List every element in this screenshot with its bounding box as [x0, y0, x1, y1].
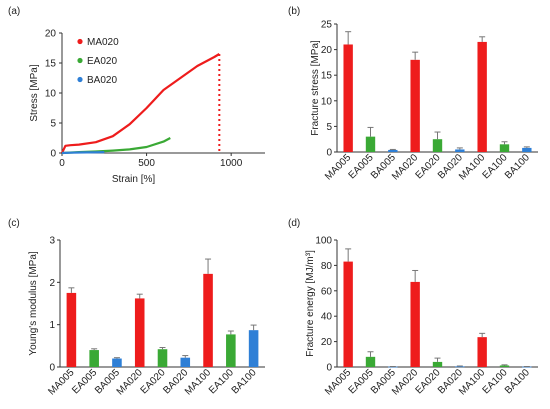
y-axis-label: Fracture energy [MJ/m³]	[305, 250, 316, 357]
y-tick-label: 15	[321, 71, 333, 82]
category-label: MA100	[183, 367, 213, 397]
bar-ea020	[432, 139, 443, 152]
category-label: MA020	[390, 367, 420, 397]
y-tick-label: 60	[321, 286, 333, 297]
category-label: BA100	[230, 367, 259, 396]
y-tick-label: 40	[321, 312, 333, 323]
bar-ma005	[343, 44, 353, 153]
category-label: BA100	[503, 367, 532, 396]
y-tick-label: 5	[326, 122, 332, 133]
x-tick-label: 500	[138, 158, 155, 169]
series-line-ba020	[61, 151, 105, 155]
bar-ba020	[180, 357, 191, 367]
bar-ea020	[432, 361, 443, 367]
bar-ba100	[522, 147, 532, 152]
bar-ma020	[410, 59, 420, 153]
panel-a: (a) 0 5 10 15 20 0 500 1000 Strain [%] Stress [MPa…	[8, 6, 265, 185]
bar-ma005	[343, 261, 353, 367]
y-axis-label: Fracture stress [MPa]	[310, 40, 321, 136]
panel-label: (c)	[8, 218, 20, 229]
y-tick-label: 5	[50, 119, 56, 130]
panel-label: (b)	[288, 6, 300, 17]
category-label: MA020	[390, 152, 420, 182]
panel-d: (d) 0 20 40 60 80 100 Fracture energy [MJ/m³] MA…	[288, 218, 538, 398]
bar-ba020	[455, 366, 465, 368]
bar-ba005	[388, 149, 398, 152]
bar-ea100	[226, 334, 236, 367]
y-tick-label: 10	[45, 89, 57, 100]
y-tick-label: 0	[326, 148, 332, 159]
y-tick-label: 80	[321, 261, 333, 272]
y-tick-label: 0	[49, 363, 55, 374]
legend-marker	[77, 57, 83, 64]
bar-ea100	[499, 365, 510, 367]
legend-marker	[77, 76, 83, 83]
y-tick-label: 3	[49, 236, 55, 247]
legend-label: MA020	[87, 37, 119, 48]
bar-ma020	[134, 298, 145, 367]
category-label: MA100	[457, 367, 487, 397]
y-tick-label: 1	[49, 320, 55, 331]
bar-ma005	[66, 292, 77, 367]
x-axis-label: Strain [%]	[112, 174, 156, 185]
legend-marker	[77, 38, 83, 45]
x-tick-label: 1000	[220, 158, 243, 169]
y-tick-label: 20	[45, 29, 57, 40]
panel-label: (a)	[8, 6, 20, 17]
bar-ba005	[388, 366, 398, 368]
bar-ba005	[112, 358, 122, 367]
bar-ma100	[203, 273, 213, 367]
bar-ea100	[499, 144, 510, 152]
bar-ma100	[477, 337, 487, 367]
y-axis-label: Young's modulus [MPa]	[28, 251, 39, 356]
y-tick-label: 2	[49, 278, 55, 289]
bar-ea005	[365, 136, 376, 152]
category-label: BA100	[503, 152, 532, 181]
y-tick-label: 20	[321, 45, 333, 56]
y-tick-label: 15	[45, 59, 57, 70]
y-axis-label: Stress [MPa]	[29, 64, 40, 121]
bar-ea005	[365, 356, 376, 367]
bar-ea020	[157, 349, 168, 367]
panel-label: (d)	[288, 218, 300, 229]
y-tick-label: 0	[50, 149, 56, 160]
legend-label: EA020	[87, 56, 117, 67]
category-label: MA100	[457, 152, 487, 182]
legend-label: BA020	[87, 75, 117, 86]
y-tick-label: 0	[326, 363, 332, 374]
series-line-ma020	[61, 53, 220, 154]
bar-ba100	[248, 330, 259, 367]
bar-ba100	[522, 366, 532, 368]
category-label: MA020	[115, 367, 145, 397]
bar-ba020	[455, 149, 465, 152]
bar-ea005	[89, 350, 99, 367]
y-tick-label: 100	[315, 236, 332, 247]
bar-ma020	[410, 281, 420, 367]
x-tick-label: 0	[59, 158, 65, 169]
y-tick-label: 10	[321, 96, 333, 107]
y-tick-label: 20	[321, 337, 333, 348]
bar-ma100	[477, 41, 487, 152]
y-tick-label: 25	[321, 20, 333, 31]
